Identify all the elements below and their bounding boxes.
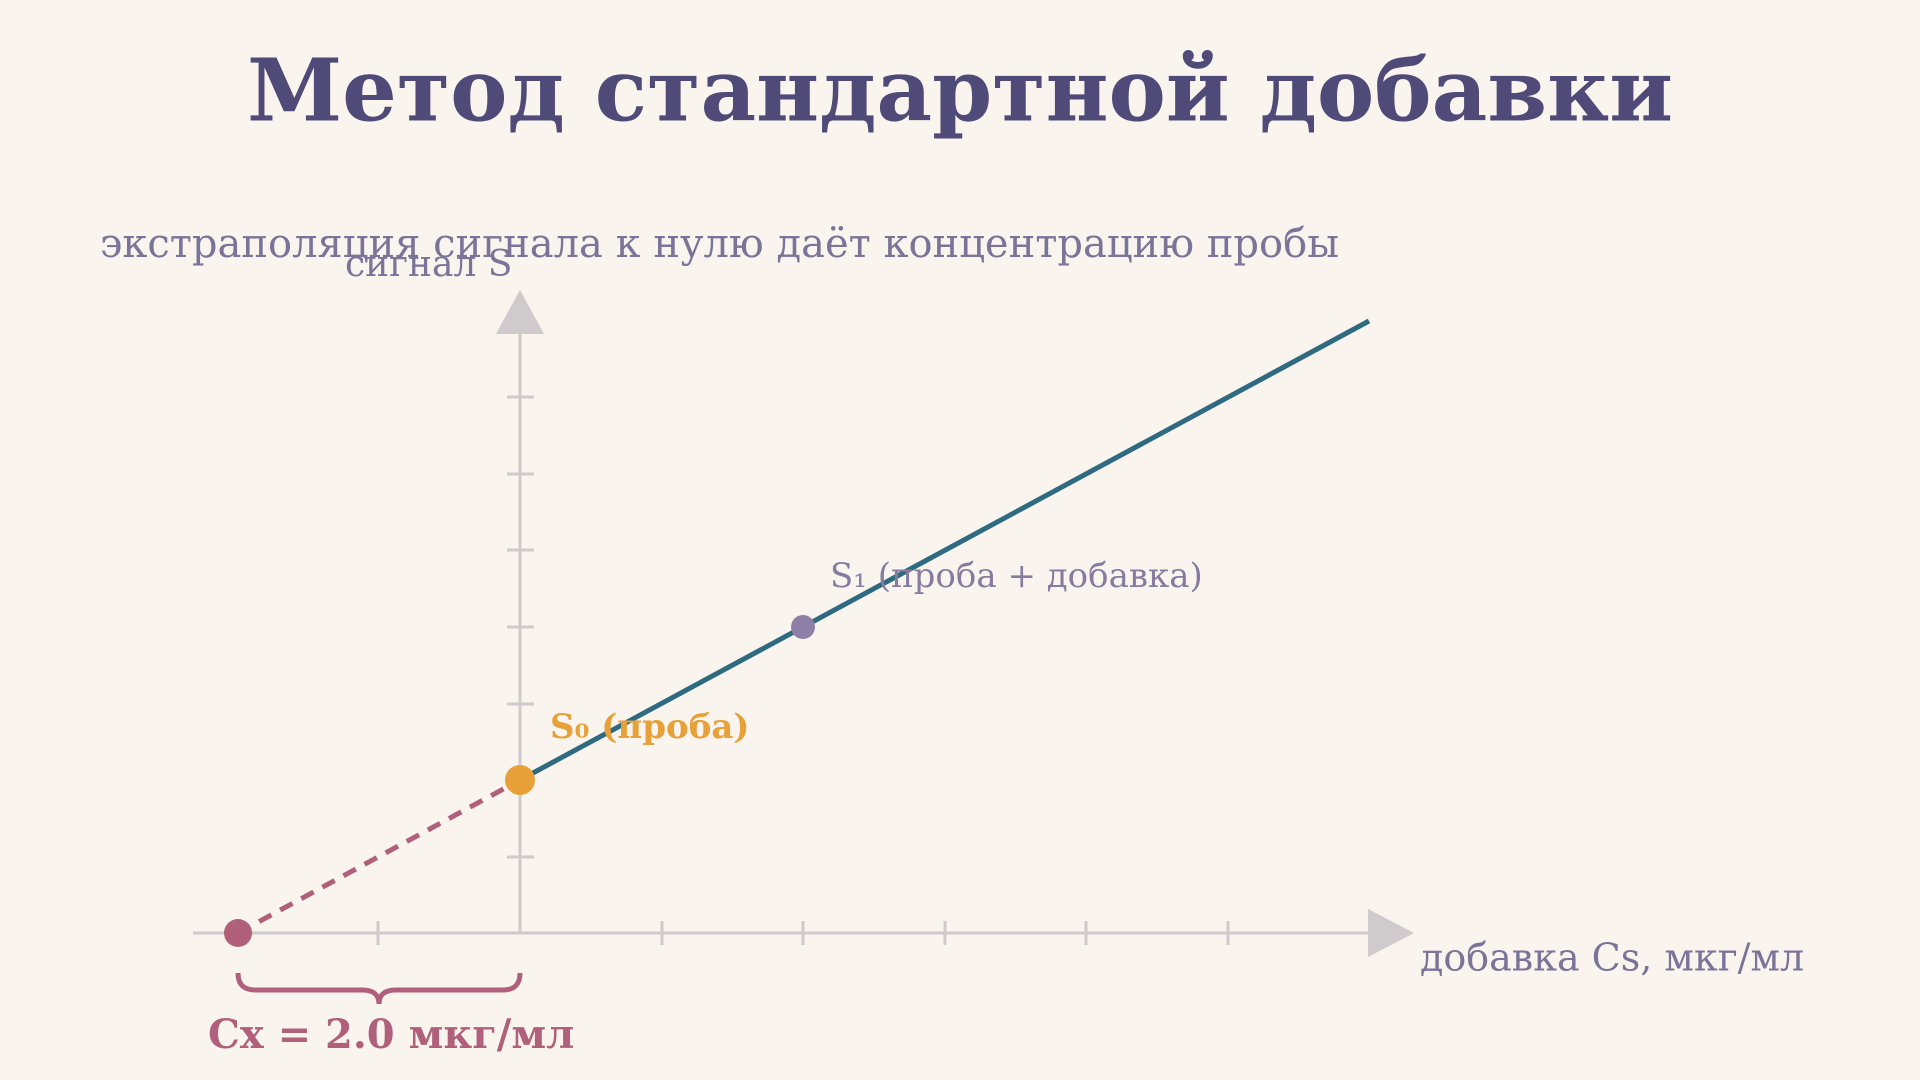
x-arrow bbox=[1368, 909, 1414, 957]
axes bbox=[193, 330, 1372, 945]
s0-label: S₀ (проба) bbox=[550, 707, 750, 747]
x-ticks bbox=[376, 921, 1230, 945]
y-arrow bbox=[496, 290, 544, 334]
subtitle: экстраполяция сигнала к нулю даёт концен… bbox=[100, 221, 1339, 267]
brace bbox=[235, 972, 523, 1005]
extrapolation-line bbox=[236, 777, 522, 936]
y-axis-label: сигнал S bbox=[345, 244, 512, 285]
s1-point bbox=[791, 615, 815, 639]
s0-point bbox=[505, 765, 535, 795]
cx-point bbox=[224, 919, 252, 947]
result-label: Cx = 2.0 мкг/мл bbox=[208, 1011, 574, 1058]
title: Метод стандартной добавки bbox=[247, 41, 1673, 142]
x-axis-label: добавка Cs, мкг/мл bbox=[1420, 936, 1804, 980]
calibration-line bbox=[518, 318, 1371, 783]
s1-label: S₁ (проба + добавка) bbox=[830, 556, 1203, 596]
